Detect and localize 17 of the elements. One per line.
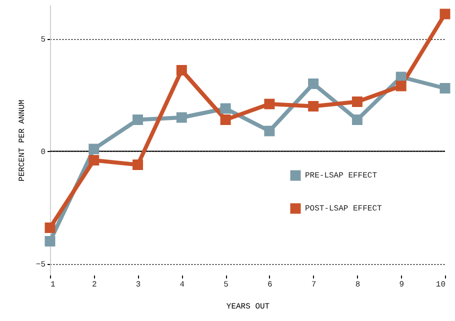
- x-tick-label: 9: [399, 280, 404, 290]
- x-tick-label: 4: [180, 280, 185, 290]
- x-tick-label: 1: [50, 280, 56, 290]
- x-tick-label: 10: [436, 280, 446, 290]
- x-tick-label: 7: [311, 280, 316, 290]
- y-tick-label: 0: [40, 148, 46, 157]
- legend-label: PRE-LSAP EFFECT: [305, 172, 378, 180]
- x-axis-title: YEARS OUT: [226, 302, 270, 312]
- x-tick-label: 6: [268, 280, 273, 290]
- y-tick-label: −5: [36, 260, 46, 270]
- y-axis-title: PERCENT PER ANNUM: [18, 100, 27, 182]
- x-tick-label: 3: [136, 280, 141, 290]
- x-tick-label: 8: [355, 280, 360, 290]
- x-tick-label: 2: [92, 280, 97, 290]
- legend-label: POST-LSAP EFFECT: [305, 204, 382, 214]
- y-tick-label: 5: [40, 35, 46, 44]
- x-tick-label: 5: [224, 280, 229, 290]
